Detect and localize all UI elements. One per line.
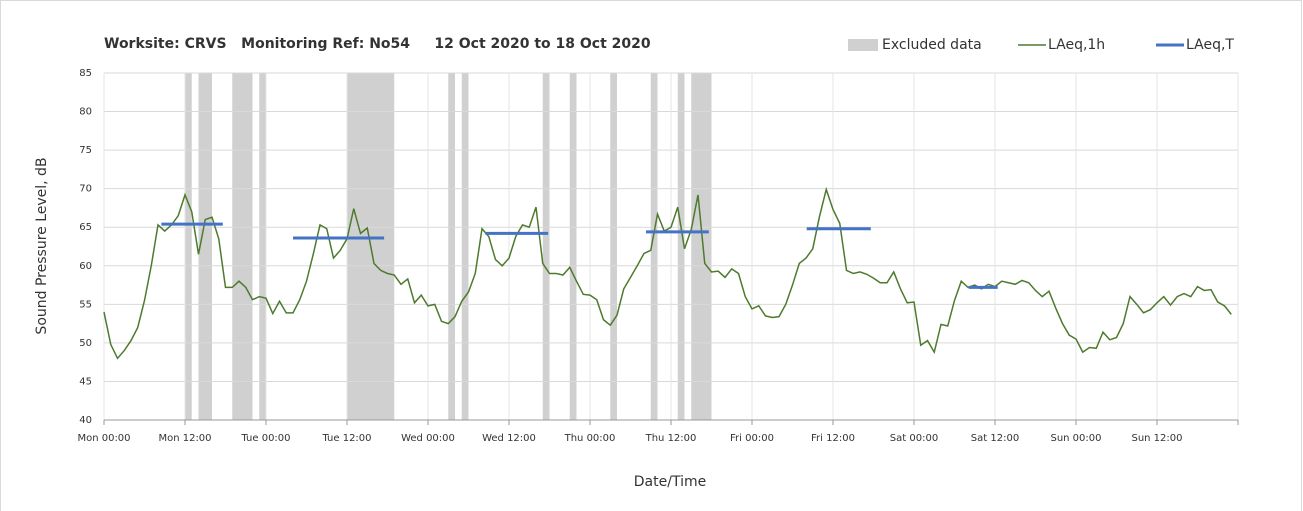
y-tick-label: 70 xyxy=(79,184,92,195)
excluded-band xyxy=(198,73,212,420)
legend-swatch xyxy=(848,39,878,51)
x-tick-label: Tue 12:00 xyxy=(321,433,371,444)
x-tick-label: Thu 00:00 xyxy=(564,433,616,444)
chart-title: Worksite: CRVS Monitoring Ref: No54 12 O… xyxy=(104,36,651,52)
excluded-band xyxy=(448,73,455,420)
y-tick-label: 75 xyxy=(79,145,92,156)
excluded-band xyxy=(542,73,550,420)
x-tick-label: Wed 12:00 xyxy=(482,433,536,444)
x-tick-label: Sat 12:00 xyxy=(971,433,1019,444)
y-tick-label: 50 xyxy=(79,338,92,349)
y-tick-label: 80 xyxy=(79,107,92,118)
y-tick-label: 65 xyxy=(79,222,92,233)
excluded-band xyxy=(691,73,712,420)
excluded-band xyxy=(569,73,577,420)
y-tick-label: 85 xyxy=(79,68,92,79)
excluded-band xyxy=(461,73,469,420)
legend-label: LAeq,1h xyxy=(1048,37,1105,53)
excluded-band xyxy=(185,73,192,420)
excluded-band xyxy=(610,73,617,420)
y-tick-label: 45 xyxy=(79,376,92,387)
excluded-band xyxy=(232,73,253,420)
x-tick-label: Fri 12:00 xyxy=(811,433,855,444)
excluded-band xyxy=(677,73,685,420)
x-tick-label: Sat 00:00 xyxy=(890,433,938,444)
x-tick-label: Mon 12:00 xyxy=(158,433,211,444)
y-tick-label: 55 xyxy=(79,299,92,310)
x-tick-label: Thu 12:00 xyxy=(645,433,697,444)
x-tick-label: Fri 00:00 xyxy=(730,433,774,444)
x-tick-label: Sun 12:00 xyxy=(1131,433,1182,444)
x-axis-label: Date/Time xyxy=(634,474,706,490)
x-tick-label: Wed 00:00 xyxy=(401,433,455,444)
x-tick-label: Mon 00:00 xyxy=(77,433,130,444)
data-line xyxy=(103,186,1232,360)
x-tick-label: Tue 00:00 xyxy=(240,433,290,444)
y-tick-label: 60 xyxy=(79,261,92,272)
legend-label: LAeq,T xyxy=(1186,37,1234,53)
legend-label: Excluded data xyxy=(882,37,982,53)
y-tick-label: 40 xyxy=(79,415,92,426)
x-tick-label: Sun 00:00 xyxy=(1050,433,1101,444)
excluded-band xyxy=(259,73,266,420)
y-axis-label: Sound Pressure Level, dB xyxy=(34,157,50,334)
excluded-band xyxy=(650,73,658,420)
